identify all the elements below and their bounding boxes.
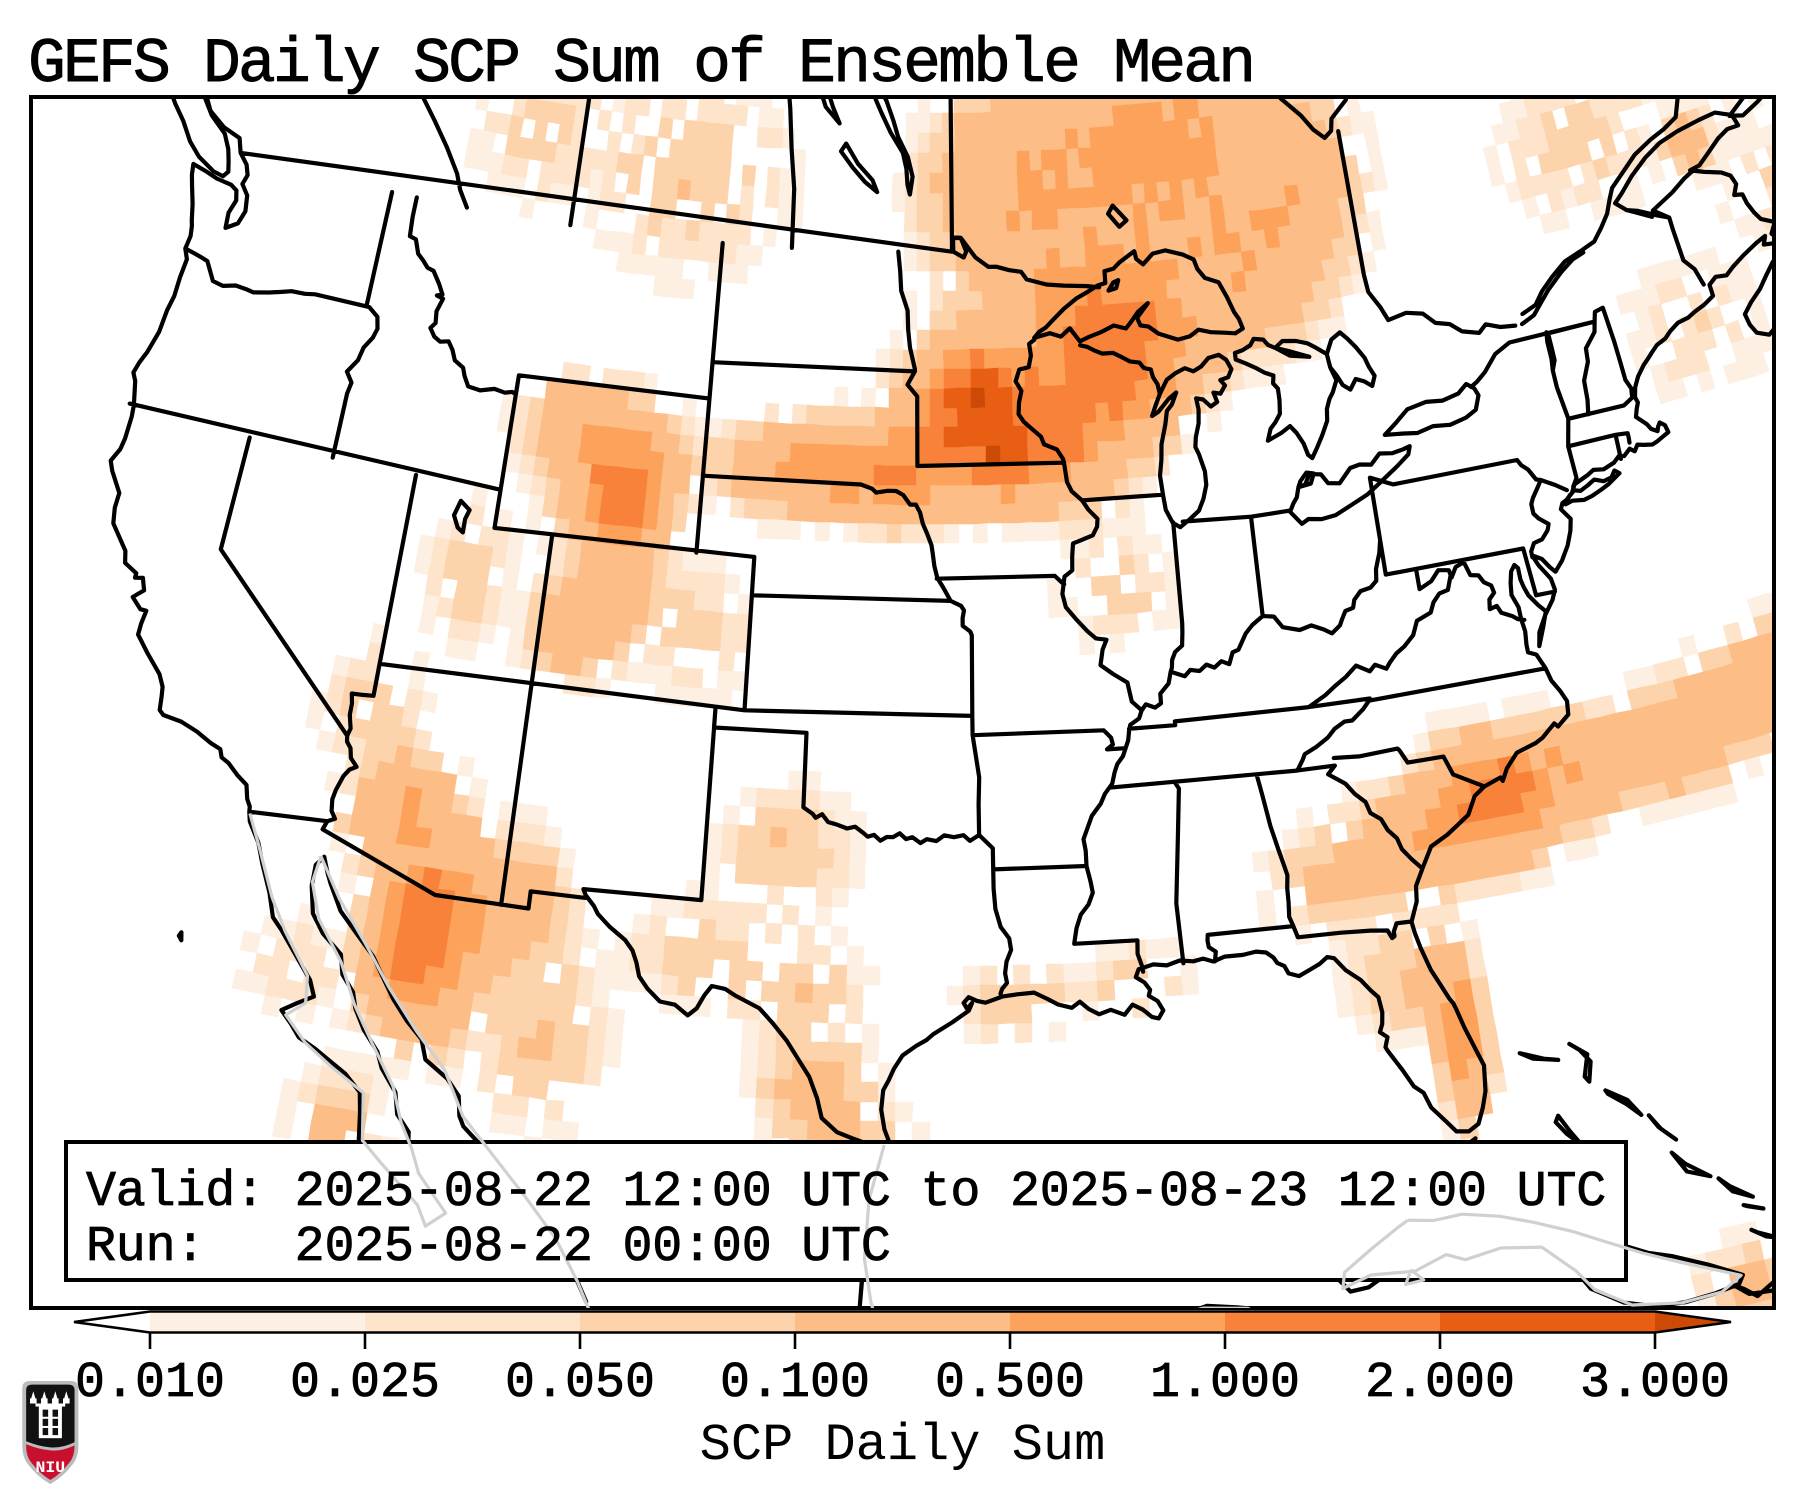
svg-text:Valid: 2025-08-22 12:00 UTC to: Valid: 2025-08-22 12:00 UTC to 2025-08-2… bbox=[86, 1164, 1606, 1221]
svg-text:0.100: 0.100 bbox=[720, 1355, 870, 1412]
svg-text:SCP Daily Sum: SCP Daily Sum bbox=[700, 1416, 1106, 1475]
svg-text:GEFS Daily SCP Sum of Ensemble: GEFS Daily SCP Sum of Ensemble Mean bbox=[28, 29, 1253, 100]
svg-text:0.025: 0.025 bbox=[290, 1355, 440, 1412]
svg-text:0.500: 0.500 bbox=[935, 1355, 1085, 1412]
svg-text:NIU: NIU bbox=[35, 1459, 65, 1476]
svg-text:Run: 2025-08-22 00:00 UTC: Run: 2025-08-22 00:00 UTC bbox=[86, 1219, 891, 1276]
svg-text:3.000: 3.000 bbox=[1580, 1355, 1730, 1412]
svg-text:0.050: 0.050 bbox=[505, 1355, 655, 1412]
svg-text:2.000: 2.000 bbox=[1365, 1355, 1515, 1412]
svg-text:0.010: 0.010 bbox=[75, 1355, 225, 1412]
svg-text:1.000: 1.000 bbox=[1150, 1355, 1300, 1412]
